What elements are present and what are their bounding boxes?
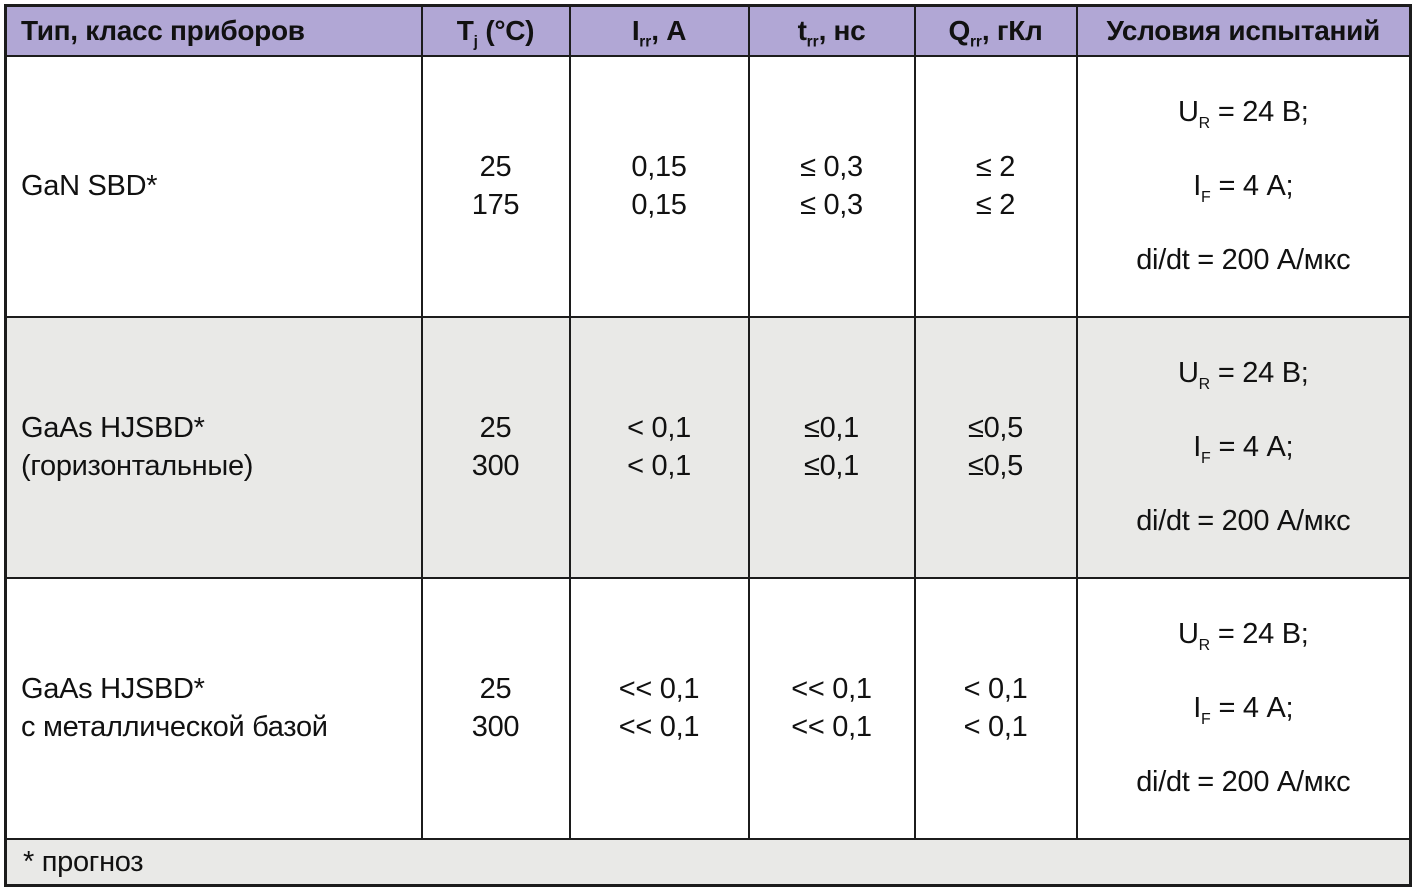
cell-trr-values: ≤ 0,3 ≤ 0,3 (747, 54, 916, 318)
tj-subscript: j (473, 33, 478, 51)
cell-qrr-values: ≤ 2 ≤ 2 (913, 54, 1078, 318)
condition-ur: UR = 24 В; (1177, 617, 1309, 654)
irr-symbol: I (631, 14, 640, 46)
column-header-test-conditions: Условия испытаний (1075, 4, 1412, 57)
column-header-irr: Irr, А (568, 4, 750, 57)
footnote: * прогноз (4, 837, 1412, 887)
cell-test-conditions: UR = 24 В; IF = 4 А; di/dt = 200 А/мкс (1075, 576, 1412, 840)
cell-tj-values: 25 300 (420, 315, 571, 579)
cell-trr-values: << 0,1 << 0,1 (747, 576, 916, 840)
qrr-subscript: rr (969, 33, 982, 51)
table-body: GaN SBD* 25 175 0,15 0,15 ≤ 0,3 ≤ 0,3 ≤ … (4, 54, 1412, 887)
condition-ur: UR = 24 В; (1177, 356, 1309, 393)
cell-device-name: GaAs HJSBD* (горизонтальные) (4, 315, 423, 579)
table-row-gaas-hjsbd-metal-base: GaAs HJSBD* с металлической базой 25 300… (4, 576, 1412, 840)
qrr-symbol: Q (948, 14, 970, 46)
table-footnote-row: * прогноз (4, 837, 1412, 887)
cell-tj-values: 25 300 (420, 576, 571, 840)
cell-test-conditions: UR = 24 В; IF = 4 А; di/dt = 200 А/мкс (1075, 54, 1412, 318)
table-row-gan-sbd: GaN SBD* 25 175 0,15 0,15 ≤ 0,3 ≤ 0,3 ≤ … (4, 54, 1412, 318)
condition-if: IF = 4 А; (1193, 169, 1294, 206)
tj-symbol: T (456, 14, 474, 46)
cell-irr-values: < 0,1 < 0,1 (568, 315, 750, 579)
cell-qrr-values: ≤0,5 ≤0,5 (913, 315, 1078, 579)
column-header-qrr: Qrr, гКл (913, 4, 1078, 57)
condition-didt: di/dt = 200 А/мкс (1136, 504, 1351, 537)
irr-unit: , А (651, 14, 687, 46)
condition-if: IF = 4 А; (1193, 691, 1294, 728)
condition-if: IF = 4 А; (1193, 430, 1294, 467)
cell-device-name: GaN SBD* (4, 54, 423, 318)
column-header-tj: Tj (°C) (420, 4, 571, 57)
column-header-trr: trr, нс (747, 4, 916, 57)
cell-trr-values: ≤0,1 ≤0,1 (747, 315, 916, 579)
qrr-unit: , гКл (981, 14, 1043, 46)
column-header-device-type: Тип, класс приборов (4, 4, 423, 57)
cell-test-conditions: UR = 24 В; IF = 4 А; di/dt = 200 А/мкс (1075, 315, 1412, 579)
table-header: Тип, класс приборов Tj (°C) Irr, А trr, … (4, 4, 1412, 57)
cell-qrr-values: < 0,1 < 0,1 (913, 576, 1078, 840)
cell-tj-values: 25 175 (420, 54, 571, 318)
cell-irr-values: << 0,1 << 0,1 (568, 576, 750, 840)
condition-didt: di/dt = 200 А/мкс (1136, 765, 1351, 798)
reverse-recovery-parameters-table: Тип, класс приборов Tj (°C) Irr, А trr, … (4, 4, 1412, 887)
cell-device-name: GaAs HJSBD* с металлической базой (4, 576, 423, 840)
trr-symbol: t (797, 14, 807, 46)
table-row-gaas-hjsbd-horizontal: GaAs HJSBD* (горизонтальные) 25 300 < 0,… (4, 315, 1412, 579)
irr-subscript: rr (639, 33, 652, 51)
trr-unit: , нс (818, 14, 866, 46)
condition-didt: di/dt = 200 А/мкс (1136, 243, 1351, 276)
page: Тип, класс приборов Tj (°C) Irr, А trr, … (4, 4, 1412, 887)
trr-subscript: rr (806, 33, 819, 51)
tj-unit: (°C) (477, 14, 535, 46)
cell-irr-values: 0,15 0,15 (568, 54, 750, 318)
condition-ur: UR = 24 В; (1177, 95, 1309, 132)
